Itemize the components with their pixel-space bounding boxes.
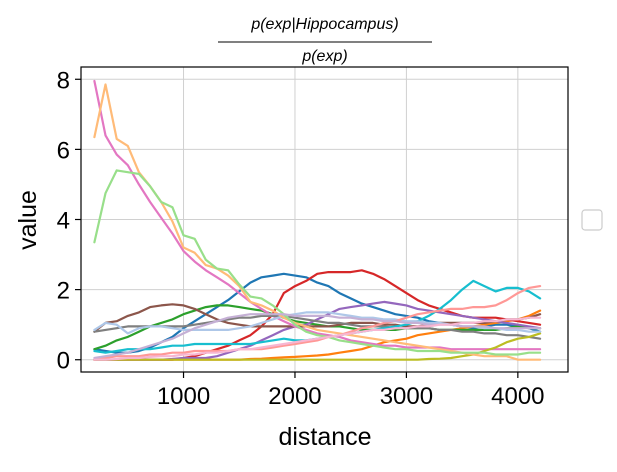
x-tick-label: 4000	[491, 383, 544, 410]
chart-title-numerator: p(exp|Hippocampus)	[250, 16, 398, 33]
series-line-13	[93, 169, 542, 356]
chart-title-denominator: p(exp)	[301, 48, 347, 65]
x-axis-label: distance	[278, 423, 371, 451]
x-tick-label: 3000	[380, 383, 433, 410]
x-tick-label: 2000	[268, 383, 321, 410]
y-tick-label: 4	[57, 208, 70, 235]
series-line-3	[93, 304, 542, 351]
y-tick-label: 8	[57, 67, 70, 94]
series-line-14	[93, 285, 542, 361]
x-tick-label: 1000	[157, 383, 210, 410]
y-tick-label: 2	[57, 278, 70, 305]
series-line-15	[93, 313, 542, 360]
series-layer	[93, 79, 542, 361]
series-line-16	[93, 316, 542, 361]
legend-empty-box	[581, 209, 603, 231]
chart-title: p(exp|Hippocampus) p(exp)	[218, 16, 432, 65]
series-line-8	[93, 314, 542, 340]
y-axis-ticks: 0 2 4 6 8	[57, 67, 81, 375]
y-tick-label: 6	[57, 137, 70, 164]
series-line-7	[93, 79, 542, 351]
series-line-9	[93, 332, 542, 361]
y-tick-label: 0	[57, 348, 70, 375]
x-axis-ticks: 1000 2000 3000 4000	[157, 372, 545, 410]
y-axis-label: value	[14, 190, 42, 250]
